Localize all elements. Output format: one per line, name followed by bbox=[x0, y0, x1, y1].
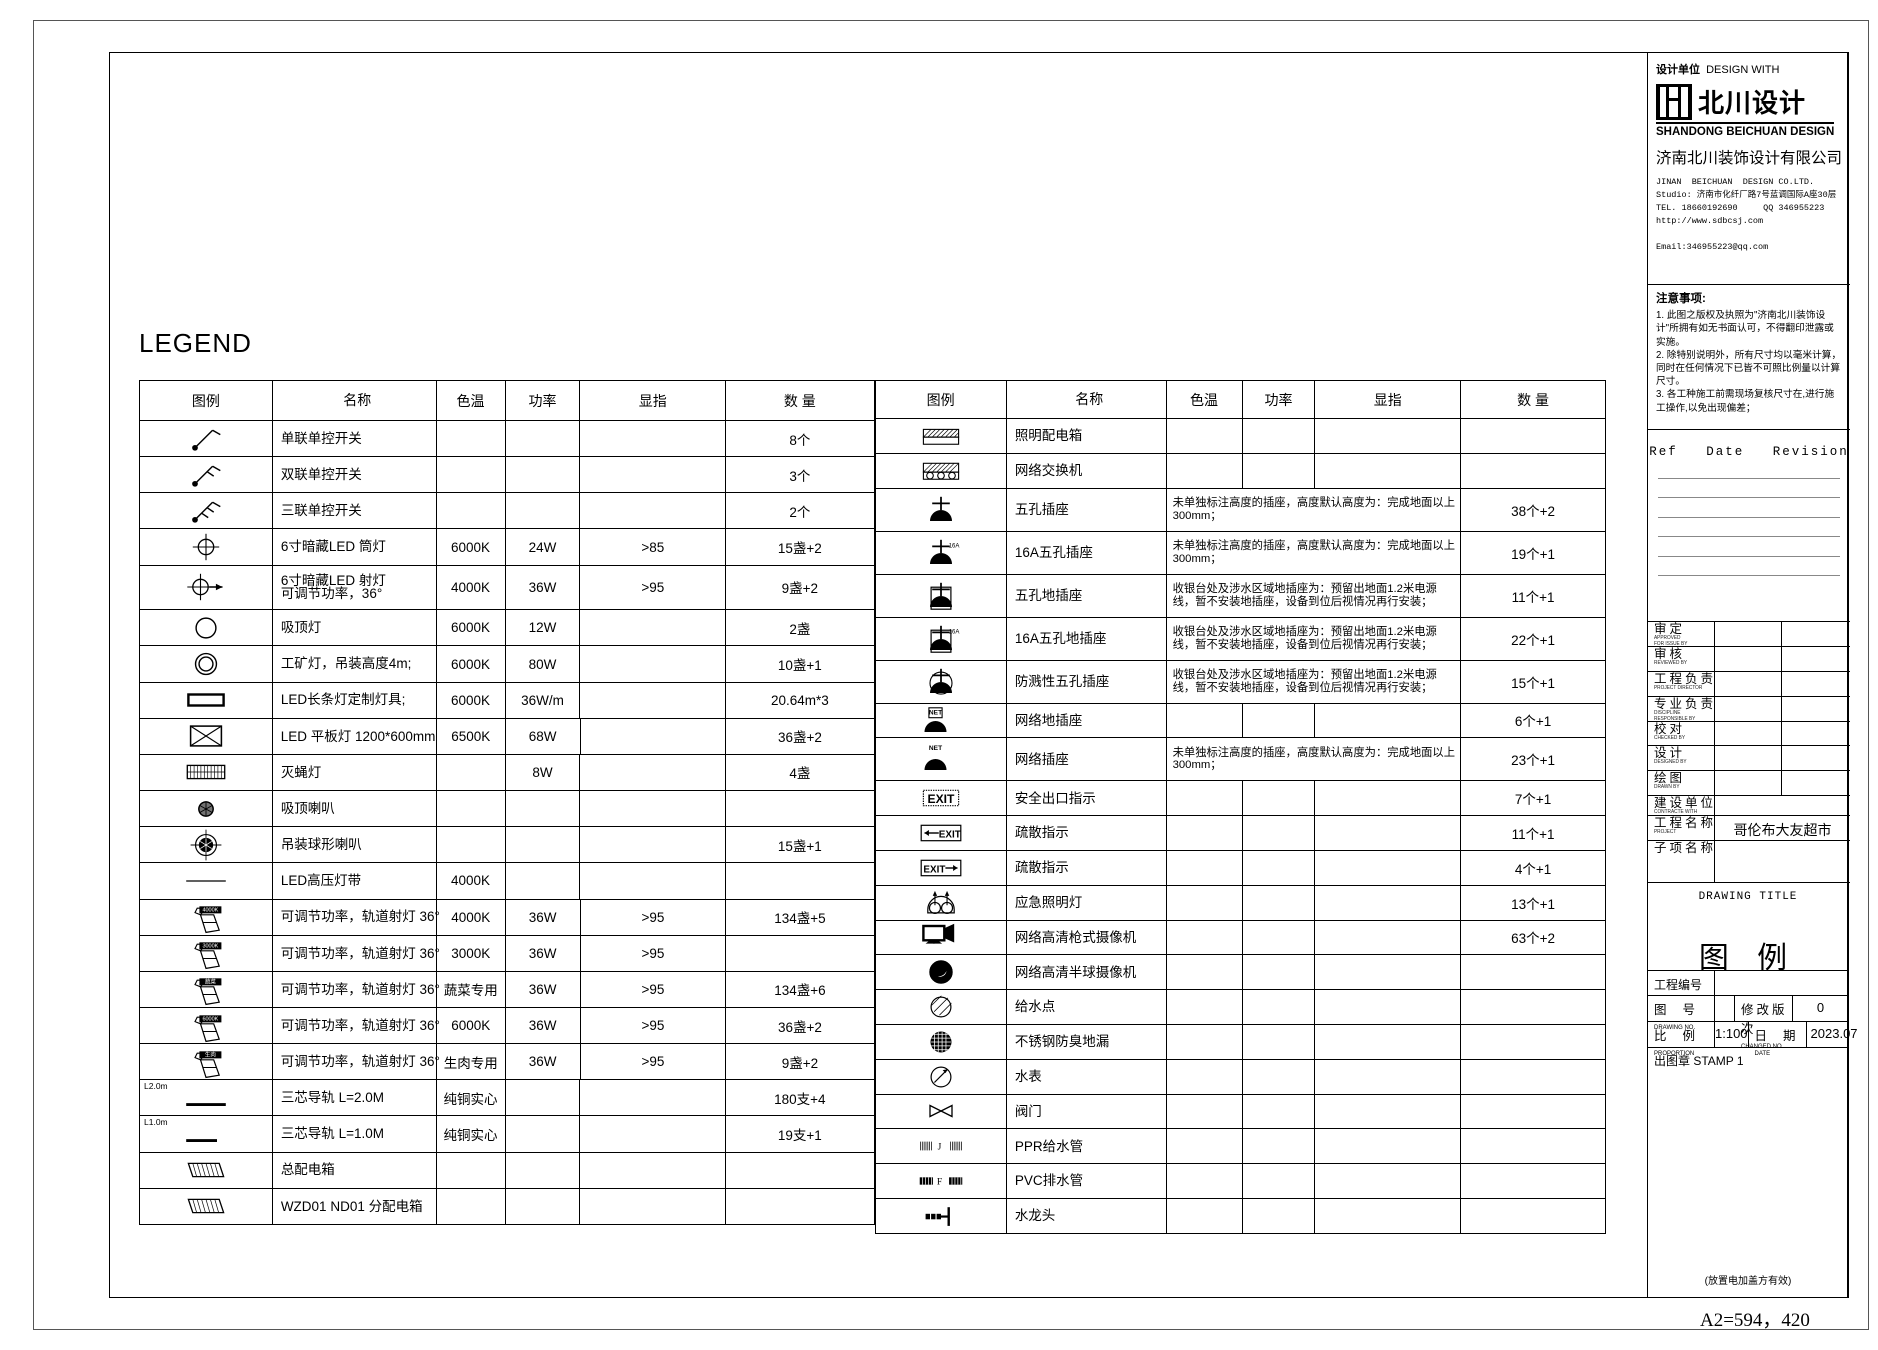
svg-text:J: J bbox=[937, 1143, 941, 1153]
svg-text:16A: 16A bbox=[948, 543, 960, 549]
svg-text:4000K: 4000K bbox=[202, 908, 218, 914]
svg-text:16A: 16A bbox=[948, 629, 960, 635]
svg-text:3000K: 3000K bbox=[202, 944, 218, 950]
svg-text:F: F bbox=[937, 1178, 942, 1188]
svg-text:NET: NET bbox=[929, 746, 942, 753]
svg-text:生肉: 生肉 bbox=[205, 1050, 216, 1058]
svg-text:NET: NET bbox=[929, 709, 942, 716]
svg-text:6000K: 6000K bbox=[202, 1016, 218, 1022]
svg-text:EXIT: EXIT bbox=[923, 864, 945, 875]
svg-text:EXIT: EXIT bbox=[927, 792, 954, 806]
svg-text:EXIT: EXIT bbox=[938, 829, 960, 840]
svg-text:蔬菜: 蔬菜 bbox=[205, 978, 217, 986]
